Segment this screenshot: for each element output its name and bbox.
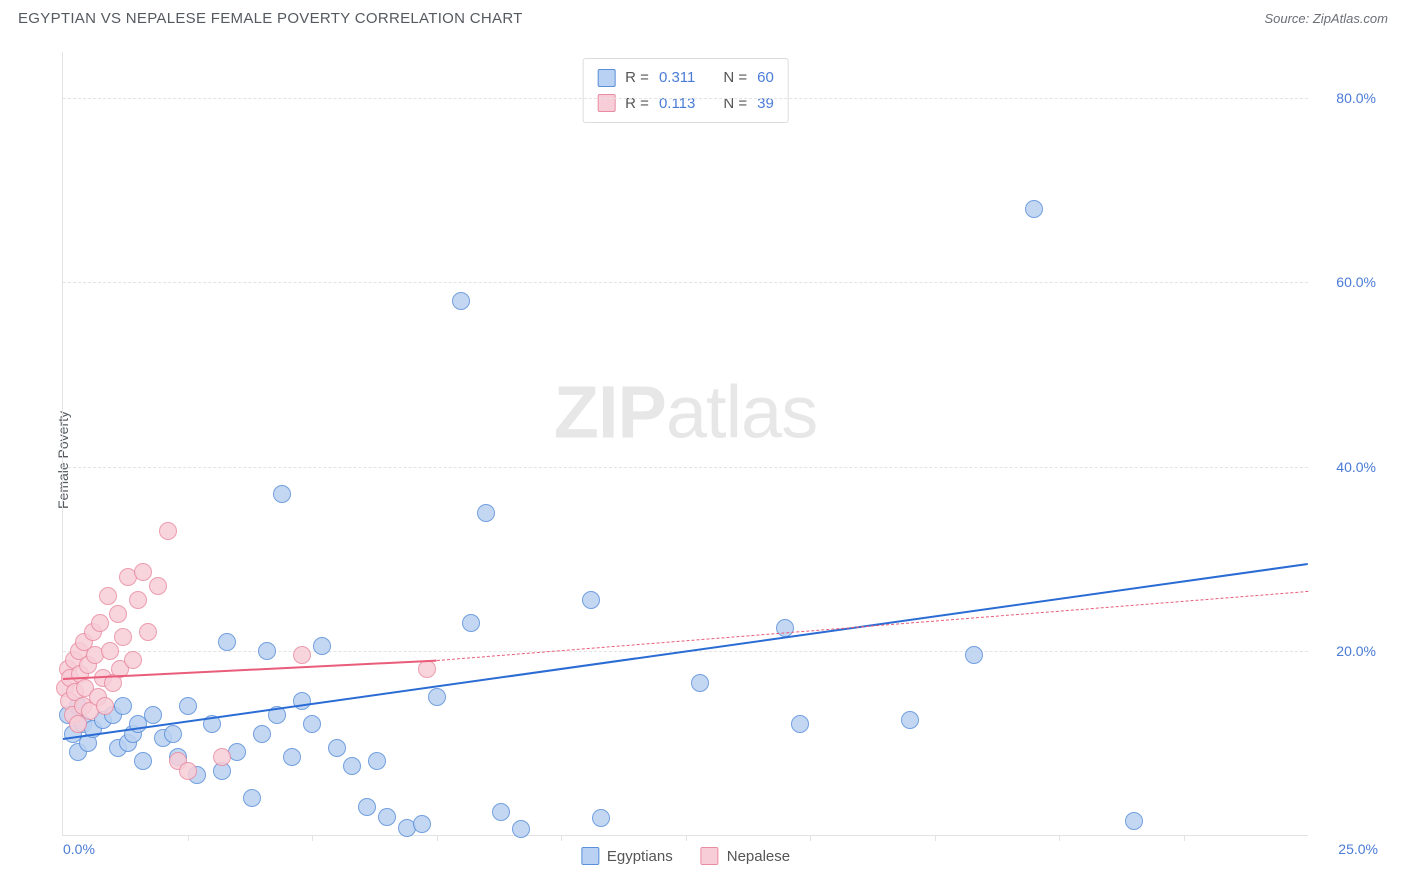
- data-point: [303, 715, 321, 733]
- r-value: 0.113: [659, 91, 695, 117]
- r-value: 0.311: [659, 65, 695, 91]
- data-point: [273, 485, 291, 503]
- y-tick-label: 80.0%: [1336, 90, 1376, 106]
- data-point: [149, 577, 167, 595]
- data-point: [134, 563, 152, 581]
- data-point: [592, 809, 610, 827]
- data-point: [96, 697, 114, 715]
- data-point: [258, 642, 276, 660]
- chart-container: Female Poverty ZIPatlas R =0.311N =60R =…: [18, 42, 1388, 878]
- y-tick-label: 20.0%: [1336, 643, 1376, 659]
- data-point: [179, 697, 197, 715]
- data-point: [512, 820, 530, 838]
- n-label: N =: [723, 91, 747, 117]
- data-point: [164, 725, 182, 743]
- data-point: [313, 637, 331, 655]
- source-attribution: Source: ZipAtlas.com: [1264, 11, 1388, 26]
- data-point: [901, 711, 919, 729]
- data-point: [159, 522, 177, 540]
- y-tick-label: 60.0%: [1336, 274, 1376, 290]
- data-point: [462, 614, 480, 632]
- data-point: [791, 715, 809, 733]
- legend-swatch: [597, 94, 615, 112]
- plot-area: ZIPatlas R =0.311N =60R =0.113N =39 0.0%…: [62, 52, 1308, 836]
- data-point: [124, 651, 142, 669]
- legend-label: Egyptians: [607, 848, 673, 865]
- data-point: [293, 692, 311, 710]
- data-point: [101, 642, 119, 660]
- data-point: [213, 748, 231, 766]
- y-tick-label: 40.0%: [1336, 459, 1376, 475]
- data-point: [691, 674, 709, 692]
- data-point: [293, 646, 311, 664]
- legend-item: Nepalese: [701, 847, 790, 865]
- data-point: [109, 605, 127, 623]
- data-point: [283, 748, 301, 766]
- x-tick: [188, 835, 189, 841]
- data-point: [114, 697, 132, 715]
- legend-swatch: [597, 69, 615, 87]
- data-point: [139, 623, 157, 641]
- chart-title: EGYPTIAN VS NEPALESE FEMALE POVERTY CORR…: [18, 10, 523, 27]
- x-tick: [686, 835, 687, 841]
- data-point: [477, 504, 495, 522]
- x-tick: [935, 835, 936, 841]
- data-point: [452, 292, 470, 310]
- legend-swatch: [701, 847, 719, 865]
- legend-swatch: [581, 847, 599, 865]
- n-value: 60: [757, 65, 774, 91]
- gridline: [63, 282, 1308, 283]
- data-point: [179, 762, 197, 780]
- data-point: [134, 752, 152, 770]
- data-point: [418, 660, 436, 678]
- n-value: 39: [757, 91, 774, 117]
- data-point: [91, 614, 109, 632]
- gridline: [63, 467, 1308, 468]
- data-point: [144, 706, 162, 724]
- data-point: [243, 789, 261, 807]
- data-point: [328, 739, 346, 757]
- legend-item: Egyptians: [581, 847, 673, 865]
- data-point: [378, 808, 396, 826]
- r-label: R =: [625, 91, 649, 117]
- x-tick: [437, 835, 438, 841]
- x-tick: [1059, 835, 1060, 841]
- watermark: ZIPatlas: [554, 370, 817, 455]
- n-label: N =: [723, 65, 747, 91]
- x-tick: [561, 835, 562, 841]
- data-point: [218, 633, 236, 651]
- data-point: [253, 725, 271, 743]
- data-point: [428, 688, 446, 706]
- data-point: [343, 757, 361, 775]
- data-point: [492, 803, 510, 821]
- data-point: [776, 619, 794, 637]
- stats-row: R = 0.311 N = 60: [597, 65, 774, 91]
- data-point: [413, 815, 431, 833]
- data-point: [965, 646, 983, 664]
- gridline: [63, 98, 1308, 99]
- data-point: [1125, 812, 1143, 830]
- stats-legend-box: R = 0.311 N = 60 R = 0.113 N = 39: [582, 58, 789, 123]
- x-axis-min-label: 0.0%: [63, 841, 95, 857]
- data-point: [368, 752, 386, 770]
- data-point: [99, 587, 117, 605]
- data-point: [358, 798, 376, 816]
- x-tick: [1184, 835, 1185, 841]
- stats-row: R = 0.113 N = 39: [597, 91, 774, 117]
- legend-label: Nepalese: [727, 848, 790, 865]
- data-point: [129, 591, 147, 609]
- r-label: R =: [625, 65, 649, 91]
- x-tick: [810, 835, 811, 841]
- data-point: [114, 628, 132, 646]
- trend-line: [63, 563, 1308, 740]
- data-point: [582, 591, 600, 609]
- data-point: [1025, 200, 1043, 218]
- x-axis-max-label: 25.0%: [1338, 841, 1378, 857]
- x-tick: [312, 835, 313, 841]
- bottom-legend: Egyptians Nepalese: [581, 847, 790, 865]
- data-point: [69, 715, 87, 733]
